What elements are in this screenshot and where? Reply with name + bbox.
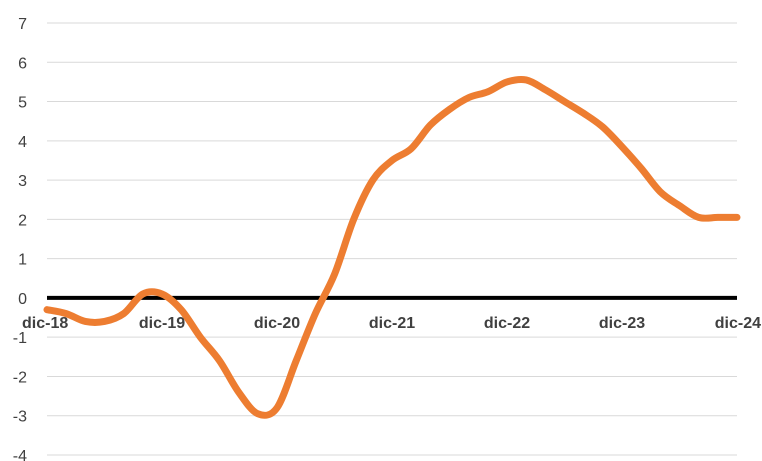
series-line	[43, 75, 741, 419]
y-tick-label: -4	[13, 448, 27, 461]
gridlines	[47, 22, 737, 456]
y-tick-label: 5	[18, 95, 27, 112]
x-tick-label: dic-20	[254, 315, 300, 332]
y-tick-label: 6	[18, 55, 27, 72]
x-tick-label: dic-19	[139, 315, 185, 332]
y-tick-label: 1	[18, 252, 27, 269]
x-axis-tick-labels: dic-18 dic-19 dic-20 dic-21 dic-22 dic-23 dic-…	[22, 315, 761, 332]
y-axis-tick-labels: -4 -3 -2 -1 0 1 2 3 4 5 6 7	[13, 16, 27, 461]
x-tick-label: dic-18	[22, 315, 68, 332]
y-tick-label: 7	[18, 16, 27, 33]
x-tick-label: dic-24	[715, 315, 761, 332]
y-tick-label: 3	[18, 173, 27, 190]
y-tick-label: -2	[13, 369, 27, 386]
y-tick-label: 2	[18, 212, 27, 229]
y-tick-label: 0	[18, 291, 27, 308]
y-tick-label: 4	[18, 134, 27, 151]
x-tick-label: dic-22	[484, 315, 530, 332]
x-tick-label: dic-21	[369, 315, 415, 332]
y-tick-label: -3	[13, 409, 27, 426]
y-tick-label: -1	[13, 330, 27, 347]
x-tick-label: dic-23	[599, 315, 645, 332]
